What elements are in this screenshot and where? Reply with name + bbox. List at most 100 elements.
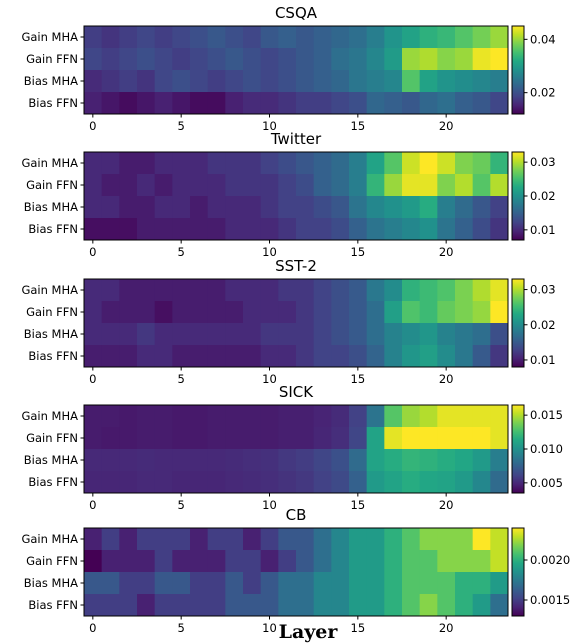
heatmap-cell <box>490 174 509 197</box>
heatmap-cell <box>384 528 403 551</box>
heatmap-cell <box>349 345 368 368</box>
heatmap-cell <box>172 572 191 595</box>
x-axis-label: Layer <box>279 621 339 643</box>
heatmap-cell <box>278 550 297 573</box>
heatmap-cell <box>490 196 509 219</box>
heatmap-cell <box>243 323 262 346</box>
heatmap-cell <box>490 345 509 368</box>
heatmap-cell <box>207 26 226 49</box>
heatmap-cell <box>296 301 315 324</box>
row-label: Gain MHA <box>21 30 78 44</box>
heatmap-cell <box>243 279 262 302</box>
heatmap-cell <box>207 594 226 617</box>
heatmap-cell <box>137 572 156 595</box>
heatmap-cell <box>243 218 262 241</box>
heatmap-cell <box>419 594 438 617</box>
heatmap-cell <box>437 572 456 595</box>
row-label: Gain MHA <box>21 156 78 170</box>
heatmap-cell <box>384 550 403 573</box>
heatmap-cell <box>243 152 262 175</box>
heatmap-cell <box>101 48 120 71</box>
heatmap-cell <box>260 528 279 551</box>
heatmap-cell <box>349 92 368 115</box>
heatmap-cell <box>260 196 279 219</box>
x-tick-label: 20 <box>439 119 454 133</box>
heatmap-cell <box>243 594 262 617</box>
heatmap-cell <box>190 594 209 617</box>
heatmap-cell <box>313 92 332 115</box>
row-label: Gain FFN <box>26 52 78 66</box>
heatmap-cell <box>419 323 438 346</box>
heatmap-cell <box>490 70 509 93</box>
heatmap-cell <box>402 174 421 197</box>
heatmap-cell <box>296 92 315 115</box>
heatmap-cell <box>190 152 209 175</box>
heatmap-cell <box>472 70 491 93</box>
heatmap-cell <box>172 345 191 368</box>
x-tick-label: 5 <box>178 621 185 635</box>
colorbar <box>511 404 525 494</box>
heatmap-cell <box>296 174 315 197</box>
x-tick-label: 10 <box>262 372 277 386</box>
heatmap-cell <box>437 323 456 346</box>
heatmap-cell <box>331 152 350 175</box>
heatmap-cell <box>313 196 332 219</box>
heatmap-cell <box>84 48 103 71</box>
heatmap-cell <box>207 48 226 71</box>
heatmap-cell <box>455 152 474 175</box>
heatmap-cell <box>190 471 209 494</box>
heatmap-cell <box>384 427 403 450</box>
heatmap-cell <box>366 405 385 428</box>
heatmap-cell <box>472 572 491 595</box>
heatmap-cell <box>402 528 421 551</box>
heatmap-cell <box>313 572 332 595</box>
heatmap-cell <box>190 279 209 302</box>
heatmap-cell <box>349 152 368 175</box>
heatmap-cell <box>384 405 403 428</box>
heatmap-cell <box>119 218 138 241</box>
heatmap-cell <box>490 218 509 241</box>
heatmap-cell <box>190 174 209 197</box>
heatmap-cell <box>84 70 103 93</box>
heatmap-cell <box>260 323 279 346</box>
heatmap-cell <box>402 92 421 115</box>
heatmap-cell <box>225 48 244 71</box>
heatmap-cell <box>472 594 491 617</box>
heatmap-cell <box>225 70 244 93</box>
heatmap-cell <box>490 48 509 71</box>
heatmap-cell <box>349 449 368 472</box>
heatmap-cell <box>260 218 279 241</box>
heatmap-cell <box>154 471 173 494</box>
heatmap-cell <box>137 196 156 219</box>
heatmap-cell <box>137 70 156 93</box>
heatmap-cell <box>313 48 332 71</box>
heatmap-cell <box>84 92 103 115</box>
heatmap-cell <box>84 26 103 49</box>
heatmap-cell <box>455 70 474 93</box>
heatmap-cell <box>366 218 385 241</box>
heatmap-cell <box>260 550 279 573</box>
heatmap-cell <box>455 572 474 595</box>
heatmap-cell <box>455 550 474 573</box>
heatmap-cell <box>455 345 474 368</box>
heatmap-cell <box>472 174 491 197</box>
heatmap-cell <box>490 572 509 595</box>
heatmap-cell <box>260 279 279 302</box>
heatmap-cell <box>331 301 350 324</box>
heatmap-cell <box>137 26 156 49</box>
heatmap-cell <box>84 174 103 197</box>
panel-title: SICK <box>279 383 314 401</box>
heatmap-cell <box>190 323 209 346</box>
heatmap-cell <box>137 218 156 241</box>
heatmap-cell <box>119 92 138 115</box>
heatmap-cell <box>402 26 421 49</box>
heatmap-cell <box>172 528 191 551</box>
heatmap-cell <box>402 405 421 428</box>
heatmap-cell <box>278 218 297 241</box>
heatmap-cell <box>349 196 368 219</box>
heatmap-cell <box>260 152 279 175</box>
heatmap-cell <box>119 323 138 346</box>
heatmap-cell <box>384 92 403 115</box>
heatmap-cell <box>313 301 332 324</box>
heatmap-cell <box>384 323 403 346</box>
